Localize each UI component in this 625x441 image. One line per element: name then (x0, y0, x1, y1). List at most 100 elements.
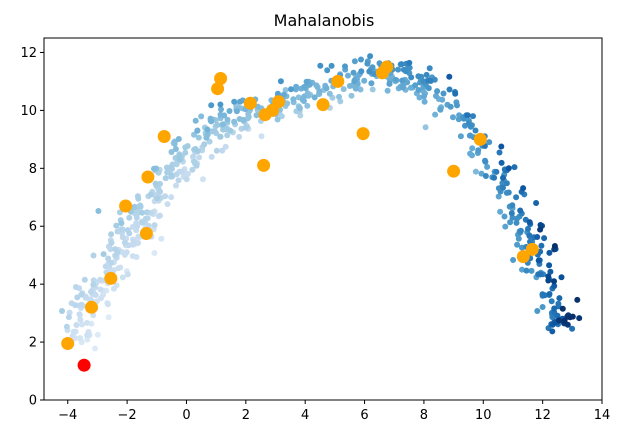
background-point (508, 210, 515, 217)
background-point (421, 98, 428, 105)
plot-frame (43, 37, 603, 401)
background-point (406, 59, 413, 66)
background-point (350, 69, 357, 76)
background-point (305, 92, 312, 99)
background-point (242, 124, 249, 131)
background-point (224, 116, 231, 123)
background-point (168, 164, 175, 170)
background-point (108, 259, 115, 266)
background-point (367, 53, 374, 60)
highlighted-point (525, 242, 539, 256)
background-point (534, 308, 541, 314)
background-point (432, 111, 439, 118)
axes: −4 −2 0 2 4 6 8 10 12 14 0 2 4 6 8 10 12 (20, 37, 610, 423)
background-point (425, 77, 432, 84)
background-point (94, 331, 101, 338)
background-point (515, 235, 522, 242)
background-point (72, 284, 79, 290)
background-point (118, 226, 125, 233)
x-tick-label: 12 (534, 408, 551, 423)
background-point (551, 278, 557, 285)
background-point (237, 98, 243, 105)
background-point (142, 215, 149, 222)
highlighted-point (516, 250, 530, 264)
background-point (535, 257, 542, 264)
background-point (486, 139, 493, 146)
background-point (123, 249, 130, 256)
background-point (214, 121, 221, 128)
background-point (546, 262, 553, 269)
highlighted-point (119, 199, 133, 213)
background-point (182, 144, 189, 151)
background-point (546, 249, 553, 256)
background-point (208, 153, 215, 160)
background-point (124, 271, 131, 278)
background-point (110, 285, 117, 292)
background-point (137, 203, 144, 210)
background-point (182, 149, 189, 156)
highlighted-points (61, 60, 539, 350)
y-tick-label: 2 (29, 336, 37, 351)
background-point (357, 86, 364, 93)
background-point (446, 73, 453, 80)
background-point (90, 281, 97, 288)
background-point (185, 170, 191, 177)
background-point (105, 255, 112, 262)
background-point (233, 108, 240, 115)
background-point (348, 92, 355, 99)
background-point (72, 302, 79, 309)
background-point (525, 225, 531, 232)
background-point (195, 134, 202, 141)
background-point (469, 145, 476, 152)
background-point (517, 227, 524, 234)
background-point (482, 173, 489, 179)
background-point (168, 194, 175, 201)
background-point (326, 90, 333, 97)
background-point (558, 274, 565, 281)
background-point (470, 113, 476, 120)
background-point (135, 233, 142, 240)
background-point (213, 147, 220, 154)
background-point (108, 231, 115, 238)
background-point (361, 77, 368, 84)
background-point (399, 84, 406, 91)
background-point (105, 301, 111, 308)
highlighted-point (139, 227, 153, 240)
background-point (478, 170, 485, 177)
background-point (69, 332, 76, 339)
background-point (208, 102, 215, 109)
background-point (495, 193, 502, 200)
background-point (500, 174, 506, 181)
background-point (450, 114, 456, 121)
highlighted-point (272, 95, 285, 109)
background-point (168, 149, 175, 155)
background-point (95, 208, 102, 214)
background-point (92, 345, 98, 352)
background-point (151, 222, 158, 229)
x-tick-label: 0 (182, 408, 190, 423)
background-point (245, 111, 252, 117)
background-point (545, 273, 552, 280)
background-point (538, 242, 545, 249)
background-point (539, 304, 546, 310)
background-point (118, 220, 125, 227)
background-point (293, 83, 300, 90)
background-point (108, 239, 115, 246)
background-point (439, 96, 446, 103)
background-point (551, 283, 558, 289)
background-point (510, 257, 517, 263)
background-point (176, 156, 183, 163)
background-point (464, 112, 471, 119)
background-point (217, 133, 224, 140)
highlighted-point (61, 337, 75, 350)
background-point (574, 296, 581, 303)
background-point (79, 321, 86, 328)
background-point (164, 201, 171, 208)
background-point (77, 316, 84, 323)
background-point (551, 305, 558, 312)
background-point (133, 214, 140, 221)
background-point (157, 188, 163, 195)
background-point (545, 277, 552, 284)
background-point (556, 295, 563, 302)
